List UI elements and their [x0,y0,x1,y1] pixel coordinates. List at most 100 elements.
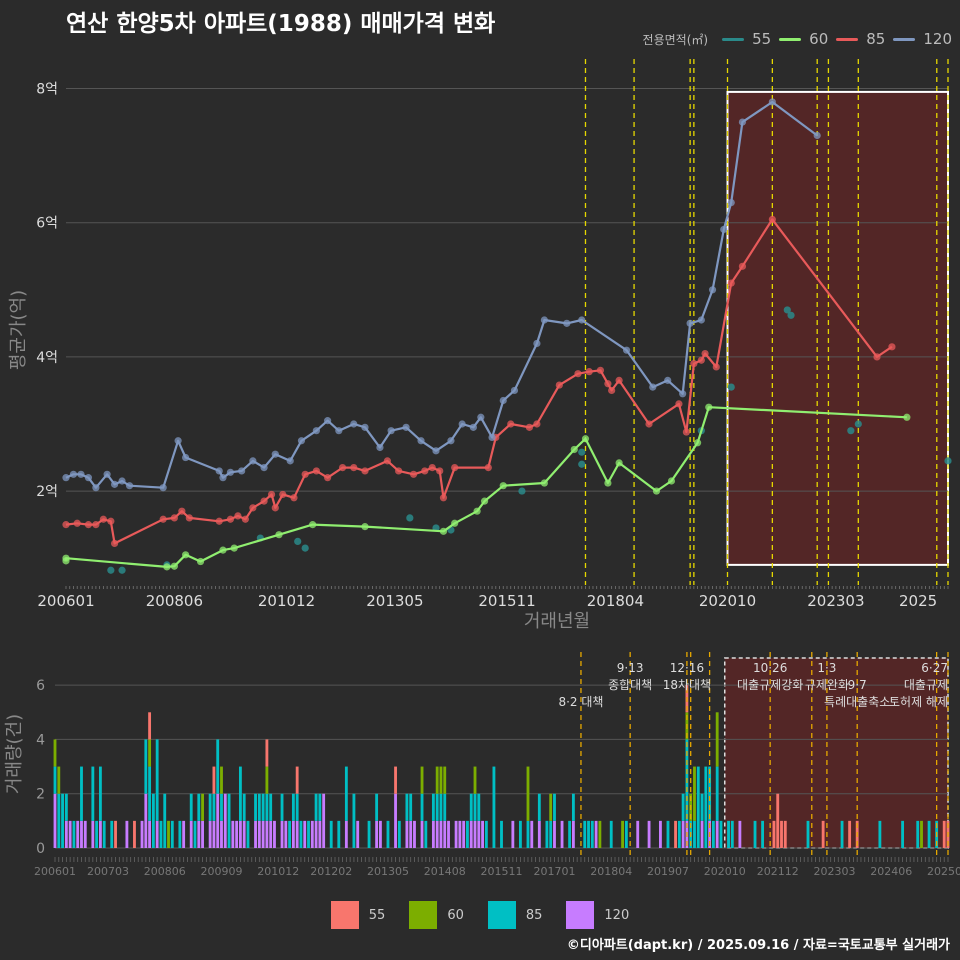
volume-bar-segment [621,820,625,848]
volume-bar-segment [318,793,322,821]
volume-bar-segment [265,793,269,821]
volume-bar-segment [942,820,946,848]
price-point-55 [406,514,414,522]
price-point-85 [383,457,392,465]
price-point-60 [309,521,317,529]
price-point-120 [768,98,776,106]
price-x-minor-ticks [65,586,949,589]
price-point-55 [783,306,791,314]
price-point-120 [488,433,496,442]
price-point-85 [533,420,541,428]
price-point-85 [107,517,115,525]
volume-bar-segment [386,820,390,848]
volume-bar-segment [261,820,265,848]
volume-bar-segment [443,793,447,821]
price-point-60 [275,531,283,539]
volume-bar-segment [95,820,99,848]
price-point-60 [62,554,70,562]
volume-legend-label-60: 60 [447,907,464,923]
volume-bar-segment [647,820,651,848]
volume-x-tick-label: 200909 [200,865,242,878]
volume-bar-segment [193,820,197,848]
volume-bar-segment [821,820,825,848]
price-point-85 [159,515,167,523]
price-point-85 [451,463,459,472]
volume-annotation: 10·26 [753,661,787,675]
volume-annotation: 규제완화 [805,678,849,692]
volume-legend-item-85: 85 [487,901,542,929]
volume-bar-segment [659,820,662,848]
price-point-120 [260,463,268,472]
price-point-85 [615,376,623,384]
volume-bar-segment [708,766,712,821]
volume-bar-segment [356,820,360,848]
volume-annotation: 대출규제 [904,678,948,692]
volume-x-minor-ticks [54,857,949,862]
volume-bar-segment [469,793,473,821]
price-point-60 [230,544,238,552]
price-point-85 [324,474,332,482]
volume-bar-segment [227,793,231,848]
price-point-120 [622,346,631,354]
price-y-tick-label: 4억 [36,350,58,366]
price-point-55 [301,544,309,552]
volume-bar-segment [753,820,757,848]
price-point-120 [92,484,100,492]
volume-bar-segment [553,820,556,848]
price-point-120 [720,225,728,234]
volume-bar-segment [291,820,295,848]
volume-bar-segment [288,820,292,848]
volume-bar-segment [208,793,212,821]
price-y-axis-label: 평균가(억) [8,290,29,370]
price-point-85 [110,539,119,548]
price-point-120 [727,198,735,207]
volume-bar-segment [284,820,288,848]
volume-bar-segment [344,766,348,821]
price-point-85 [608,386,616,395]
price-y-tick-label: 6억 [36,216,58,232]
volume-x-tick-label: 201804 [590,865,632,878]
volume-bar-segment [344,820,348,848]
volume-bar-segment [598,820,602,848]
volume-bar-segment [280,793,284,821]
price-point-85 [888,343,896,351]
price-point-85 [234,512,242,520]
volume-bar-segment [439,766,443,794]
volume-x-tick-label: 201305 [367,865,409,878]
price-legend-label-120: 120 [923,30,952,48]
volume-bar-segment [68,820,72,848]
volume-annotation: 8·2 대책 [558,694,603,709]
price-legend: 전용면적(㎡) 55 60 85 120 [643,30,952,48]
volume-bar-segment [314,820,318,848]
volume-bar-segment [189,820,193,848]
volume-bar-segment [878,820,882,848]
volume-bar-segment [148,739,152,767]
price-point-120 [664,376,672,384]
price-point-120 [215,467,223,475]
price-point-60 [604,479,612,487]
volume-bar-segment [155,820,159,848]
price-point-85 [596,366,605,374]
price-point-120 [297,437,306,445]
volume-bar-segment [413,820,416,848]
price-point-55 [854,420,862,428]
volume-bar-segment [170,820,174,848]
price-x-tick-label: 201511 [478,592,535,610]
volume-bar-segment [772,820,776,848]
price-point-85 [645,420,653,428]
volume-bar-segment [420,766,424,794]
price-x-tick-label: 201012 [258,592,315,610]
volume-bar-segment [424,820,428,848]
price-highlight-region [726,90,949,566]
volume-bar-segment [310,820,314,848]
volume-bar-segment [560,820,564,848]
price-series-85 [62,215,896,548]
volume-bar-segment [182,820,186,848]
price-point-120 [432,447,440,455]
volume-bar-segment [125,820,129,848]
volume-bar-segment [72,820,76,848]
volume-bar-segment [481,820,484,848]
price-legend-item-85: 85 [836,30,885,48]
volume-bar-segment [583,820,587,848]
volume-bar-segment [526,766,530,821]
